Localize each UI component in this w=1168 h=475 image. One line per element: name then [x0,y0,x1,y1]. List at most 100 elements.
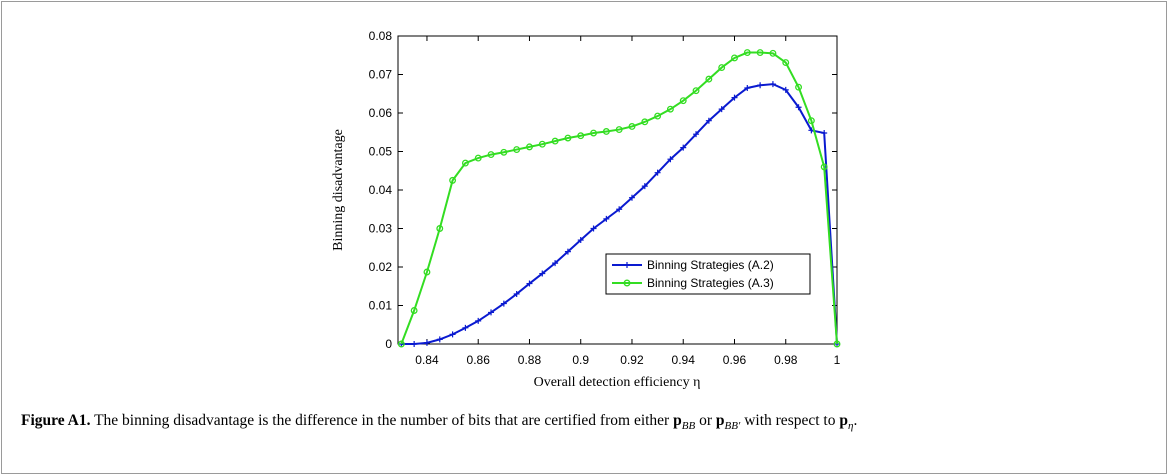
marker [602,128,610,135]
y-tick-label: 0.07 [369,68,393,82]
marker [807,117,815,125]
marker [718,64,726,72]
marker [654,112,662,120]
marker [436,225,444,232]
marker [539,270,546,277]
marker [513,290,520,297]
marker [641,118,649,126]
y-axis-label: Binning disadvantage [331,129,346,251]
marker [667,156,674,163]
marker [731,54,738,62]
marker [500,300,507,307]
x-tick-label: 0.88 [518,353,542,367]
marker [449,331,456,338]
marker [551,137,559,145]
caption-text: p [673,412,682,429]
marker [693,131,700,138]
y-tick-label: 0 [385,337,392,351]
marker [564,134,572,142]
marker [538,140,546,148]
chart: Overall detection efficiency η Binning d… [331,29,841,390]
marker [488,309,495,316]
x-tick-label: 0.98 [774,353,798,367]
legend-label: Binning Strategies (A.2) [647,258,774,272]
marker [616,206,623,213]
legend: Binning Strategies (A.2) Binning Strategi… [605,253,811,295]
marker [590,129,597,137]
x-tick-label: 0.84 [415,353,439,367]
marker [615,126,623,134]
marker [821,130,828,137]
marker [423,339,430,346]
caption-label: Figure A1. [21,412,91,429]
marker [590,225,597,232]
x-axis-label: Overall detection efficiency η [534,375,701,390]
marker [526,280,533,287]
x-tick-label: 0.86 [467,353,491,367]
caption-text: BB′ [724,420,741,433]
marker [487,151,495,159]
y-tick-label: 0.03 [369,222,393,236]
marker [679,97,687,105]
series-line [400,51,838,345]
marker [833,340,841,348]
marker [782,59,790,67]
x-tick-label: 0.9 [572,353,589,367]
x-tick-label: 0.94 [672,353,696,367]
marker [513,146,521,154]
marker [526,143,533,151]
marker [757,82,764,89]
marker [475,317,482,324]
marker [552,260,559,267]
marker [603,215,610,222]
marker [666,105,674,113]
marker [449,176,457,184]
marker [795,104,802,111]
caption-text: . [853,412,858,429]
plot-frame [397,35,838,345]
marker [411,341,418,347]
marker [705,75,713,83]
y-tick-label: 0.05 [369,145,393,159]
marker [769,49,777,57]
caption-text: The binning disadvantage is the differen… [90,412,674,429]
y-tick-label: 0.01 [369,299,393,313]
marker [500,148,508,156]
marker [624,262,630,268]
marker [577,237,584,244]
legend-label: Binning Strategies (A.3) [647,276,774,290]
marker [577,132,585,140]
marker [756,49,764,57]
x-tick-label: 0.96 [723,353,747,367]
marker [769,81,776,88]
caption-text: with respect to [740,412,840,429]
caption-text: η [847,420,854,433]
legend-box [605,253,811,295]
marker [628,123,636,130]
x-tick-label: 1 [834,353,841,367]
marker [641,183,648,190]
x-tick-label: 0.92 [620,353,644,367]
y-tick-label: 0.04 [369,183,393,197]
caption-text: p [839,412,848,429]
marker [410,307,418,314]
marker [461,159,469,167]
marker [743,49,751,57]
marker [436,336,443,343]
marker [692,87,700,95]
marker [423,268,431,276]
marker [731,94,738,101]
caption-text: BB [681,420,696,433]
caption-text: or [695,412,716,429]
marker [705,117,712,124]
marker [462,324,469,331]
y-tick-label: 0.06 [369,106,393,120]
y-tick-label: 0.02 [369,260,393,274]
marker [654,169,661,176]
marker [623,279,631,287]
caption: Figure A1. The binning disadvantage is t… [21,412,857,432]
marker [820,163,828,171]
marker [718,106,725,113]
marker [397,340,405,348]
